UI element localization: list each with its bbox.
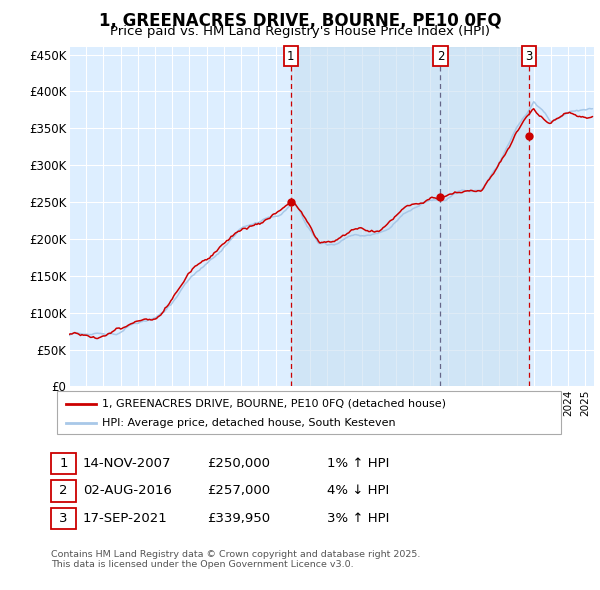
Text: 14-NOV-2007: 14-NOV-2007 [83,457,172,470]
Text: 17-SEP-2021: 17-SEP-2021 [83,512,167,525]
Text: Contains HM Land Registry data © Crown copyright and database right 2025.
This d: Contains HM Land Registry data © Crown c… [51,550,421,569]
Text: HPI: Average price, detached house, South Kesteven: HPI: Average price, detached house, Sout… [102,418,395,428]
Text: 1% ↑ HPI: 1% ↑ HPI [327,457,389,470]
Text: Price paid vs. HM Land Registry's House Price Index (HPI): Price paid vs. HM Land Registry's House … [110,25,490,38]
Text: 1: 1 [287,50,295,63]
Text: 1, GREENACRES DRIVE, BOURNE, PE10 0FQ: 1, GREENACRES DRIVE, BOURNE, PE10 0FQ [98,12,502,30]
Text: 3: 3 [525,50,533,63]
Text: £250,000: £250,000 [207,457,270,470]
Text: 02-AUG-2016: 02-AUG-2016 [83,484,172,497]
Text: £339,950: £339,950 [207,512,270,525]
Text: 1: 1 [59,457,68,470]
Text: 3: 3 [59,512,68,525]
Bar [290,47,529,386]
Text: 2: 2 [437,50,444,63]
Text: 1, GREENACRES DRIVE, BOURNE, PE10 0FQ (detached house): 1, GREENACRES DRIVE, BOURNE, PE10 0FQ (d… [102,399,446,408]
Text: 3% ↑ HPI: 3% ↑ HPI [327,512,389,525]
Text: £257,000: £257,000 [207,484,270,497]
Text: 2: 2 [59,484,68,497]
Text: 4% ↓ HPI: 4% ↓ HPI [327,484,389,497]
